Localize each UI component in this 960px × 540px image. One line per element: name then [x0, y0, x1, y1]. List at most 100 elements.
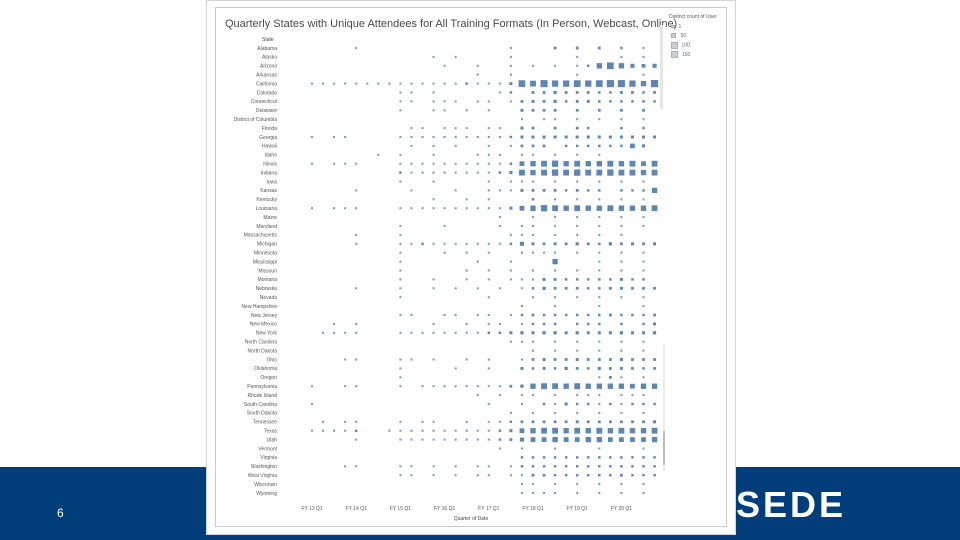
data-mark[interactable]: [631, 358, 634, 361]
data-mark[interactable]: [531, 394, 535, 397]
data-mark[interactable]: [598, 198, 601, 201]
data-mark[interactable]: [344, 207, 347, 210]
data-mark[interactable]: [520, 366, 524, 370]
scrollbar-thumb[interactable]: [663, 431, 665, 465]
data-mark[interactable]: [552, 205, 559, 212]
data-mark[interactable]: [642, 349, 645, 352]
data-mark[interactable]: [421, 385, 424, 388]
data-mark[interactable]: [564, 286, 568, 290]
data-mark[interactable]: [432, 242, 435, 245]
data-mark[interactable]: [476, 385, 479, 388]
data-mark[interactable]: [498, 429, 502, 432]
data-mark[interactable]: [476, 287, 479, 290]
data-mark[interactable]: [355, 358, 358, 361]
data-mark[interactable]: [465, 420, 468, 423]
data-mark[interactable]: [640, 383, 647, 389]
data-mark[interactable]: [333, 429, 336, 432]
data-mark[interactable]: [576, 483, 579, 486]
data-mark[interactable]: [640, 80, 647, 87]
data-mark[interactable]: [410, 144, 413, 147]
data-mark[interactable]: [563, 383, 569, 389]
data-mark[interactable]: [651, 169, 658, 176]
data-mark[interactable]: [575, 91, 579, 94]
data-mark[interactable]: [642, 189, 645, 192]
data-mark[interactable]: [575, 313, 579, 317]
data-mark[interactable]: [609, 473, 612, 477]
data-mark[interactable]: [520, 340, 523, 343]
data-mark[interactable]: [642, 73, 645, 76]
data-mark[interactable]: [509, 233, 512, 236]
data-mark[interactable]: [509, 278, 512, 281]
data-mark[interactable]: [564, 91, 568, 94]
data-mark[interactable]: [399, 465, 402, 468]
data-mark[interactable]: [388, 82, 391, 85]
data-mark[interactable]: [564, 358, 568, 361]
data-mark[interactable]: [531, 420, 535, 424]
data-mark[interactable]: [620, 296, 623, 299]
data-mark[interactable]: [576, 394, 579, 397]
data-mark[interactable]: [586, 99, 590, 103]
data-mark[interactable]: [553, 135, 557, 139]
data-mark[interactable]: [509, 438, 513, 441]
data-mark[interactable]: [642, 46, 645, 50]
data-mark[interactable]: [487, 162, 490, 165]
data-mark[interactable]: [651, 187, 658, 194]
data-mark[interactable]: [642, 420, 645, 424]
data-mark[interactable]: [531, 269, 535, 272]
data-mark[interactable]: [498, 287, 501, 290]
data-mark[interactable]: [575, 473, 579, 477]
data-mark[interactable]: [653, 135, 657, 139]
data-mark[interactable]: [520, 278, 523, 281]
data-mark[interactable]: [443, 171, 446, 174]
data-mark[interactable]: [432, 207, 435, 210]
data-mark[interactable]: [629, 160, 636, 167]
data-mark[interactable]: [531, 473, 535, 477]
data-mark[interactable]: [642, 216, 645, 219]
data-mark[interactable]: [585, 80, 592, 87]
data-mark[interactable]: [355, 189, 358, 192]
data-mark[interactable]: [541, 383, 547, 390]
data-mark[interactable]: [542, 144, 546, 148]
data-mark[interactable]: [399, 100, 402, 103]
data-mark[interactable]: [642, 411, 645, 414]
data-mark[interactable]: [553, 242, 557, 246]
data-mark[interactable]: [629, 169, 636, 176]
data-mark[interactable]: [432, 162, 435, 165]
data-mark[interactable]: [487, 269, 490, 272]
data-mark[interactable]: [598, 216, 601, 219]
data-mark[interactable]: [587, 322, 590, 326]
data-mark[interactable]: [498, 385, 501, 388]
data-mark[interactable]: [563, 169, 570, 176]
data-mark[interactable]: [552, 436, 558, 443]
data-mark[interactable]: [553, 473, 557, 477]
data-mark[interactable]: [609, 456, 612, 459]
data-mark[interactable]: [509, 144, 512, 147]
data-mark[interactable]: [454, 55, 457, 58]
data-mark[interactable]: [530, 428, 536, 434]
data-mark[interactable]: [509, 331, 513, 335]
data-mark[interactable]: [498, 224, 501, 228]
data-mark[interactable]: [597, 358, 601, 361]
data-mark[interactable]: [333, 322, 336, 325]
data-mark[interactable]: [553, 189, 557, 192]
data-mark[interactable]: [476, 465, 479, 468]
data-mark[interactable]: [631, 402, 634, 406]
data-mark[interactable]: [629, 205, 636, 211]
data-mark[interactable]: [465, 385, 468, 388]
data-mark[interactable]: [465, 242, 468, 245]
data-mark[interactable]: [587, 144, 590, 148]
data-mark[interactable]: [564, 100, 568, 103]
data-mark[interactable]: [542, 189, 546, 192]
data-mark[interactable]: [355, 162, 358, 165]
data-mark[interactable]: [564, 402, 568, 406]
data-mark[interactable]: [509, 189, 512, 192]
data-mark[interactable]: [520, 144, 524, 148]
data-mark[interactable]: [399, 296, 402, 299]
data-mark[interactable]: [608, 367, 612, 370]
data-mark[interactable]: [410, 127, 413, 130]
data-mark[interactable]: [399, 162, 402, 165]
data-mark[interactable]: [642, 447, 645, 450]
data-mark[interactable]: [642, 144, 645, 148]
data-mark[interactable]: [642, 91, 645, 94]
data-mark[interactable]: [531, 64, 535, 67]
